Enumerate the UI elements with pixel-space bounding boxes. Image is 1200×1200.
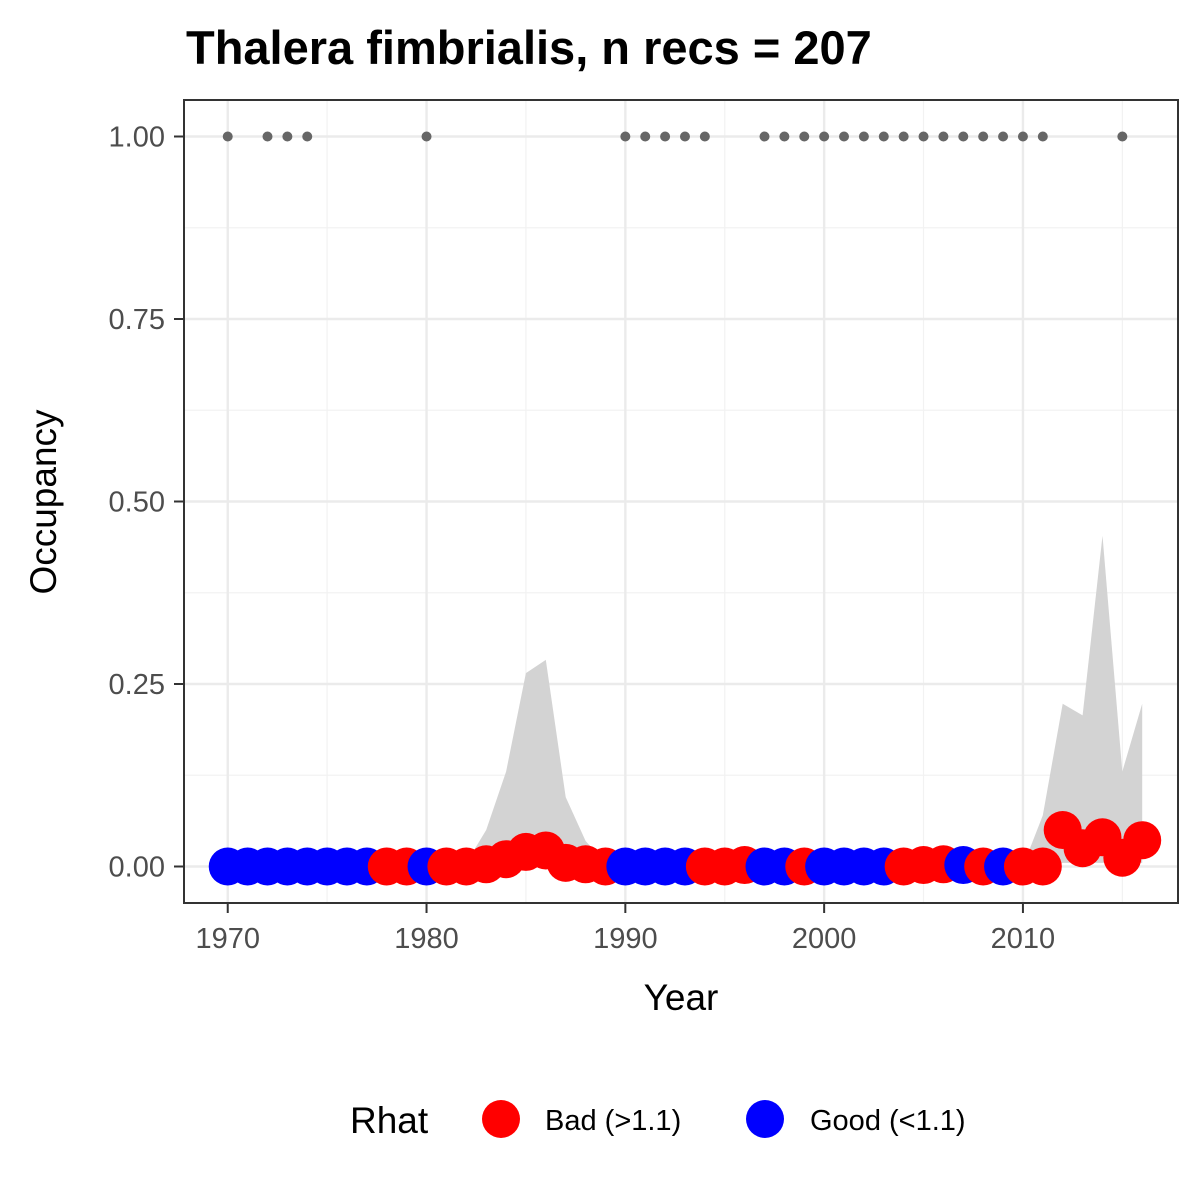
x-tick-label: 1990 bbox=[593, 923, 658, 955]
records-layer bbox=[222, 131, 1128, 142]
record-point bbox=[839, 131, 850, 142]
legend-swatch-bad bbox=[482, 1100, 520, 1138]
y-tick-label: 0.25 bbox=[109, 669, 165, 701]
record-point bbox=[858, 131, 869, 142]
x-axis-title: Year bbox=[644, 977, 719, 1018]
legend-label-bad: Bad (>1.1) bbox=[545, 1105, 681, 1137]
record-point bbox=[421, 131, 432, 142]
y-axis-title: Occupancy bbox=[23, 409, 64, 595]
record-point bbox=[302, 131, 313, 142]
record-point bbox=[998, 131, 1009, 142]
points-layer bbox=[208, 811, 1162, 886]
x-tick-label: 1980 bbox=[394, 923, 459, 955]
x-tick-label: 2010 bbox=[991, 923, 1056, 955]
record-point bbox=[282, 131, 293, 142]
record-point bbox=[640, 131, 651, 142]
record-point bbox=[978, 131, 989, 142]
record-point bbox=[620, 131, 631, 142]
y-tick-label: 0.00 bbox=[109, 852, 165, 884]
y-tick-label: 1.00 bbox=[109, 122, 165, 154]
occupancy-point-bad bbox=[1023, 847, 1062, 886]
record-point bbox=[1037, 131, 1048, 142]
record-point bbox=[878, 131, 889, 142]
y-tick-label: 0.50 bbox=[109, 487, 165, 519]
occupancy-point-bad bbox=[1123, 821, 1162, 860]
legend-swatch-good bbox=[746, 1100, 784, 1138]
legend: Rhat Bad (>1.1) Good (<1.1) bbox=[350, 1100, 966, 1141]
record-point bbox=[660, 131, 671, 142]
record-point bbox=[759, 131, 770, 142]
record-point bbox=[679, 131, 690, 142]
record-point bbox=[222, 131, 233, 142]
x-axis: 1970 1980 1990 2000 2010 bbox=[195, 903, 1055, 955]
legend-label-good: Good (<1.1) bbox=[810, 1105, 966, 1137]
chart-title: Thalera fimbrialis, n recs = 207 bbox=[186, 21, 872, 74]
record-point bbox=[819, 131, 830, 142]
record-point bbox=[898, 131, 909, 142]
record-point bbox=[262, 131, 273, 142]
record-point bbox=[799, 131, 810, 142]
record-point bbox=[779, 131, 790, 142]
record-point bbox=[918, 131, 929, 142]
record-point bbox=[938, 131, 949, 142]
record-point bbox=[1017, 131, 1028, 142]
legend-title: Rhat bbox=[350, 1100, 429, 1141]
y-axis: 0.00 0.25 0.50 0.75 1.00 bbox=[109, 122, 184, 884]
record-point bbox=[699, 131, 710, 142]
record-point bbox=[958, 131, 969, 142]
x-tick-label: 1970 bbox=[195, 923, 260, 955]
record-point bbox=[1117, 131, 1128, 142]
y-tick-label: 0.75 bbox=[109, 304, 165, 336]
x-tick-label: 2000 bbox=[792, 923, 857, 955]
